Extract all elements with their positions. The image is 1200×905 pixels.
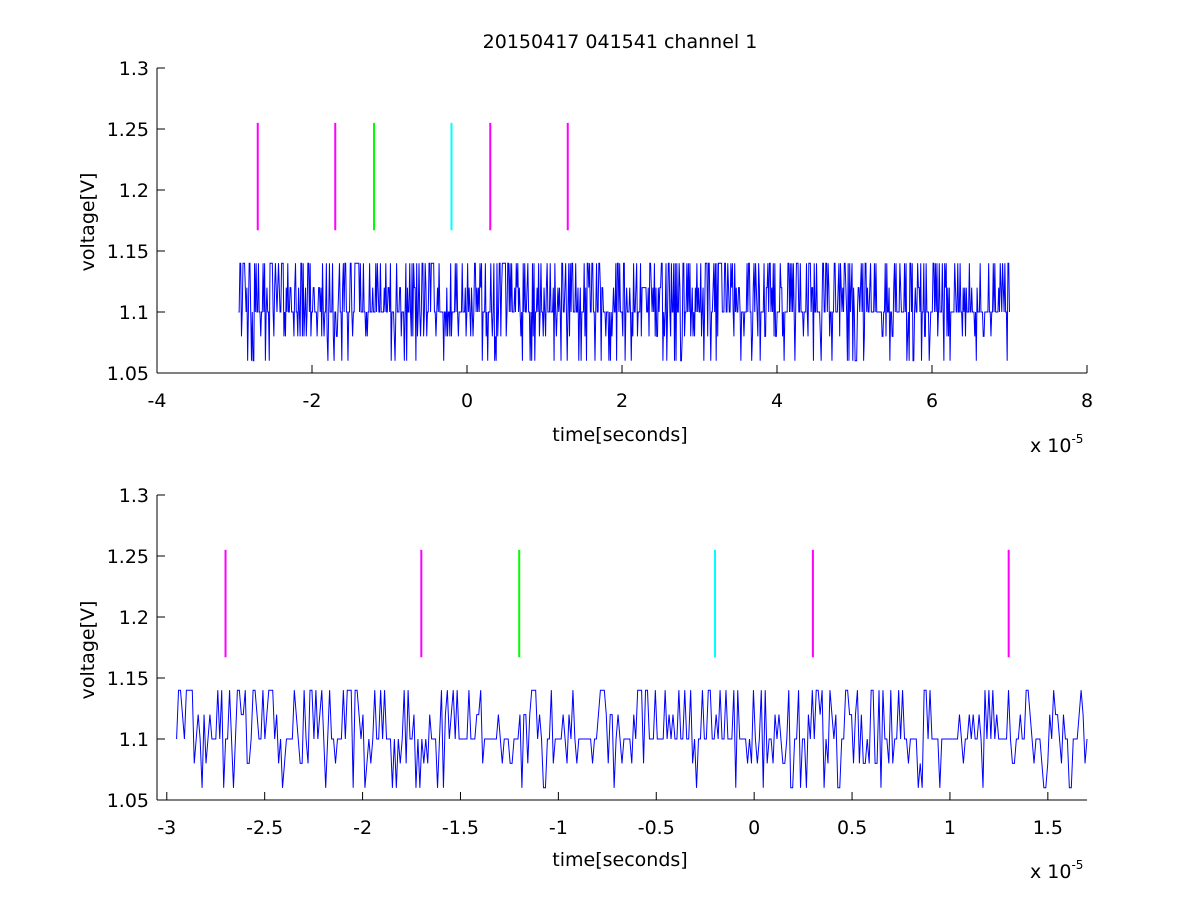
x-tick-label: -2 (353, 817, 372, 839)
x-exponent-base-bottom: x 10 (1030, 861, 1071, 883)
x-exponent-power-top: -5 (1071, 432, 1083, 446)
voltage-trace (176, 689, 1088, 789)
y-tick-label: 1.05 (107, 790, 149, 812)
x-tick-label: 0.5 (837, 817, 867, 839)
y-axis-label-top: voltage[V] (77, 173, 99, 272)
x-tick-label: 0 (461, 390, 473, 412)
x-tick-label: -4 (148, 390, 167, 412)
x-tick-label: 4 (771, 390, 783, 412)
x-tick-label: 1 (944, 817, 956, 839)
x-tick-label: 8 (1081, 390, 1093, 412)
y-tick-label: 1.1 (119, 729, 149, 751)
x-tick-label: 6 (926, 390, 938, 412)
x-exponent-top: x 10-5 (1030, 432, 1083, 457)
x-tick-label: 0 (748, 817, 760, 839)
x-tick-label: -2 (303, 390, 322, 412)
y-tick-label: 1.2 (119, 180, 149, 202)
x-axis-label-top: time[seconds] (552, 424, 687, 446)
x-tick-label: -1 (549, 817, 568, 839)
x-tick-label: -0.5 (638, 817, 675, 839)
y-tick-label: 1.1 (119, 302, 149, 324)
y-tick-label: 1.15 (107, 241, 149, 263)
x-tick-label: -1.5 (442, 817, 479, 839)
chart-bottom: voltage[V] time[seconds] x 10-5 1.05 1.1 1… (77, 485, 1088, 883)
x-tick-label: 2 (616, 390, 628, 412)
y-tick-label: 1.2 (119, 607, 149, 629)
y-tick-label: 1.05 (107, 363, 149, 385)
y-tick-label: 1.25 (107, 546, 149, 568)
x-exponent-power-bottom: -5 (1071, 858, 1083, 872)
x-tick-label: -2.5 (246, 817, 283, 839)
x-exponent-base-top: x 10 (1030, 435, 1071, 457)
x-tick-label: 1.5 (1033, 817, 1063, 839)
x-exponent-bottom: x 10-5 (1030, 858, 1083, 883)
y-tick-label: 1.15 (107, 668, 149, 690)
y-tick-label: 1.3 (119, 58, 149, 80)
y-axis-label-bottom: voltage[V] (77, 601, 99, 700)
chart-top: voltage[V] time[seconds] x 10-5 1.05 1.1 1… (77, 58, 1093, 457)
voltage-trace (238, 262, 1010, 362)
x-axis-label-bottom: time[seconds] (552, 849, 687, 871)
y-tick-label: 1.3 (119, 485, 149, 507)
figure-title: 20150417 041541 channel 1 (483, 31, 758, 53)
y-tick-label: 1.25 (107, 119, 149, 141)
x-tick-label: -3 (157, 817, 176, 839)
